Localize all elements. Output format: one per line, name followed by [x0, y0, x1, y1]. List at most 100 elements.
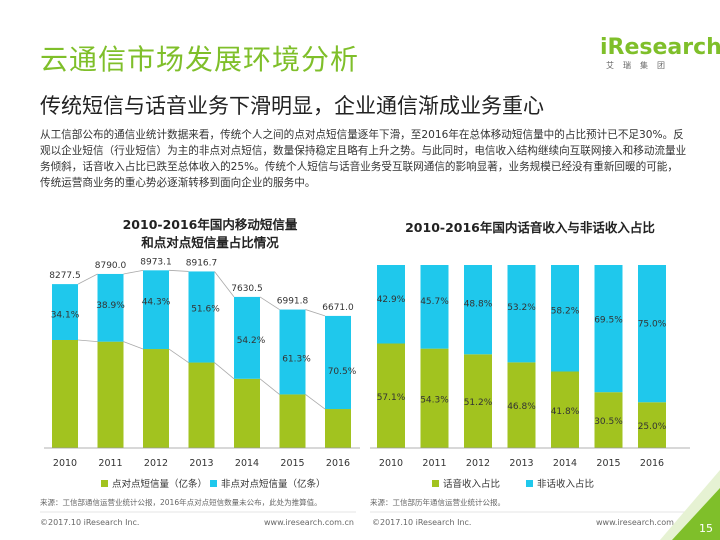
chart1-source: 来源：工信部通信运营业统计公报，2016年点对点短信数量未公布，此处为推算值。: [40, 498, 322, 507]
chart1-bar-p2p: [188, 362, 215, 448]
chart2-nonvoice-label: 69.5%: [594, 315, 623, 325]
chart1-connector: [259, 378, 280, 395]
chart1-connector: [168, 269, 189, 272]
chart2-x-tick: 2015: [596, 458, 620, 469]
footer-right-url[interactable]: www.iresearch.com.cn: [596, 518, 686, 527]
footer-right-copyright: ©2017.10 iResearch Inc.: [372, 518, 472, 527]
intro-paragraph: 从工信部公布的通信业统计数据来看，传统个人之间的点对点短信量逐年下滑，至2016…: [40, 129, 687, 189]
chart1-x-tick: 2012: [144, 458, 168, 469]
chart1-total-label: 8277.5: [49, 271, 81, 281]
chart1-share-label: 70.5%: [328, 367, 357, 377]
chart2-bar-nonvoice: [464, 265, 492, 355]
chart1-share-label: 61.3%: [282, 355, 311, 365]
chart1-bar-p2p: [97, 341, 124, 448]
chart1-bar-nonp2p: [234, 296, 260, 379]
chart2-bar-nonvoice: [638, 265, 666, 403]
chart1-connector: [168, 348, 189, 363]
chart1-connector: [214, 271, 235, 298]
logo-subtext: 艾瑞集团: [606, 61, 674, 70]
chart1-connector: [77, 273, 98, 285]
chart1-bar-nonp2p: [52, 284, 78, 340]
chart2-bar-voice: [638, 402, 666, 448]
chart2-title: 2010-2016年国内话音收入与非话收入占比: [405, 220, 655, 235]
chart2-x-tick: 2013: [509, 458, 533, 469]
chart2-nonvoice-label: 48.8%: [464, 300, 493, 310]
chart2-bar-nonvoice: [507, 265, 536, 363]
chart2-x-tick: 2016: [640, 458, 664, 469]
chart1-title-line1: 2010-2016年国内移动短信量: [122, 217, 298, 232]
chart1-total-label: 8973.1: [140, 257, 172, 267]
chart2-nonvoice-label: 45.7%: [420, 297, 449, 307]
chart1-total-label: 6991.8: [277, 297, 309, 307]
chart2-nonvoice-label: 75.0%: [638, 320, 667, 330]
chart2-voice-label: 41.8%: [551, 407, 580, 417]
chart1-total-label: 8916.7: [186, 258, 218, 268]
chart2-voice-label: 25.0%: [638, 422, 667, 432]
chart1-connector: [123, 341, 144, 350]
chart1-connector: [77, 339, 98, 343]
chart2-bar-voice: [594, 392, 623, 448]
chart1-share-label: 54.2%: [237, 336, 266, 346]
chart2-bar-nonvoice: [594, 265, 623, 393]
chart2-source: 来源：工信部历年通信运营业统计公报。: [370, 498, 505, 507]
chart2-x-tick: 2012: [466, 458, 490, 469]
chart1-bar-nonp2p: [188, 271, 215, 363]
page-subtitle: 传统短信与话音业务下滑明显，企业通信渐成业务重心: [40, 94, 544, 118]
corner-page-badge: 15: [660, 470, 720, 540]
chart1-bar-nonp2p: [325, 315, 351, 410]
chart1-bar-p2p: [279, 394, 306, 448]
chart1-connector: [305, 394, 326, 410]
chart2-nonvoice-label: 42.9%: [377, 295, 406, 305]
chart2-legend-swatch-voice: [432, 480, 439, 487]
chart1-connector: [259, 296, 280, 310]
chart2-legend-label-voice: 话音收入占比: [443, 478, 500, 490]
chart2-nonvoice-label: 58.2%: [551, 307, 580, 317]
chart2-bar-nonvoice: [377, 265, 405, 344]
footer-left-copyright: ©2017.10 iResearch Inc.: [40, 518, 140, 527]
chart2-x-tick: 2014: [553, 458, 577, 469]
chart1-bar-nonp2p: [143, 270, 169, 350]
chart1-connector: [305, 309, 326, 317]
chart1-connector: [123, 269, 144, 275]
chart1-title-line2: 和点对点短信量占比情况: [141, 235, 279, 250]
chart1-x-tick: 2015: [280, 458, 304, 469]
chart1-total-label: 8790.0: [95, 261, 127, 271]
page-number: 15: [699, 522, 713, 535]
chart2-x-tick: 2011: [422, 458, 446, 469]
chart1-bar-p2p: [234, 378, 260, 448]
chart2-voice-label: 54.3%: [420, 395, 449, 405]
chart1-x-tick: 2016: [326, 458, 350, 469]
chart1-bar-p2p: [143, 349, 169, 448]
chart2-bar-nonvoice: [551, 265, 579, 372]
page-title: 云通信市场发展环境分析: [40, 43, 360, 76]
chart1-share-label: 38.9%: [96, 301, 125, 311]
chart1-legend-swatch-nonp2p: [210, 480, 217, 487]
chart2-legend-label-nonvoice: 非话收入占比: [537, 478, 594, 490]
chart1-x-tick: 2010: [53, 458, 77, 469]
chart1-bar-nonp2p: [279, 309, 306, 395]
chart2-bar-voice: [420, 348, 449, 448]
chart1-legend-swatch-p2p: [101, 480, 108, 487]
chart1-share-label: 44.3%: [142, 297, 171, 307]
chart1-connector: [214, 362, 235, 380]
chart1-bar-p2p: [325, 409, 351, 448]
chart2-voice-label: 46.8%: [507, 402, 536, 412]
chart1-total-label: 7630.5: [231, 284, 263, 294]
chart1-legend-label-nonp2p: 非点对点短信量（亿条）: [221, 478, 326, 490]
chart1-bar-nonp2p: [97, 273, 124, 342]
chart1-total-label: 6671.0: [322, 303, 354, 313]
chart1-x-tick: 2011: [98, 458, 122, 469]
chart2-x-tick: 2010: [379, 458, 403, 469]
chart1-title: 2010-2016年国内移动短信量 和点对点短信量占比情况: [60, 216, 360, 252]
chart1-share-label: 34.1%: [51, 310, 80, 320]
chart2-bar-voice: [464, 354, 492, 448]
footer-left-url[interactable]: www.iresearch.com.cn: [264, 518, 354, 527]
chart2-bar-voice: [507, 362, 536, 448]
chart1-bar-p2p: [52, 339, 78, 448]
chart2-legend-swatch-nonvoice: [526, 480, 533, 487]
chart1-x-tick: 2014: [235, 458, 259, 469]
chart2-voice-label: 30.5%: [594, 417, 623, 427]
chart2-voice-label: 57.1%: [377, 393, 406, 403]
chart2-bar-voice: [377, 343, 405, 448]
